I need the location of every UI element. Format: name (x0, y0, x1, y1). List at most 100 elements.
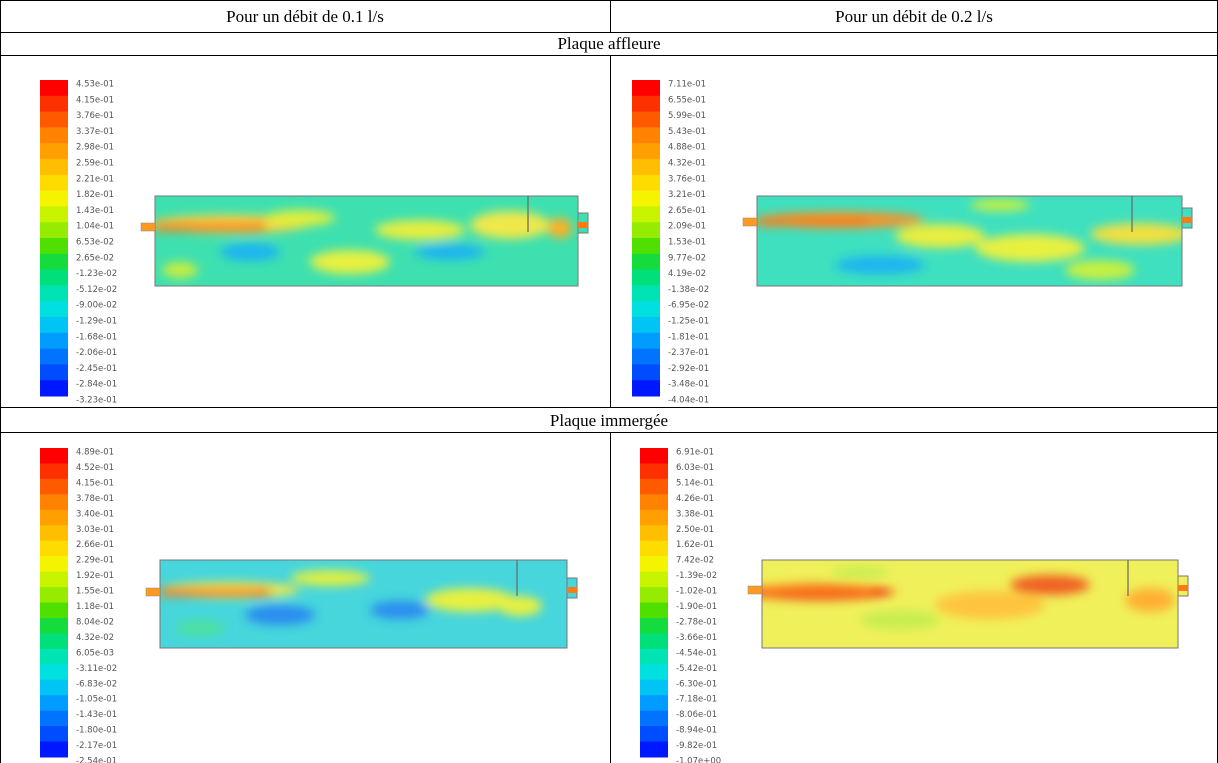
colorbar-band (40, 206, 68, 223)
colorbar-label: 8.04e-02 (76, 617, 114, 627)
colorbar-band (40, 448, 68, 464)
colorbar-label: 4.88e-01 (668, 143, 706, 153)
contour-panel: 4.53e-01 4.15e-01 3.76e-01 3.37e-01 2.98e-01… (40, 80, 589, 406)
colorbar-band (40, 494, 68, 511)
colorbar-band (40, 602, 68, 619)
colorbar-band (640, 664, 668, 681)
section-title: Plaque immergée (550, 411, 668, 430)
colorbar-label: 7.11e-01 (668, 80, 706, 90)
outlet-jet (567, 587, 577, 593)
colorbar-band (40, 571, 68, 588)
contour-panel: 6.91e-01 6.03e-01 5.14e-01 4.26e-01 3.38e-01… (640, 448, 1189, 763)
colorbar-band (632, 238, 660, 255)
colorbar-label: -3.66e-01 (676, 633, 717, 643)
colorbar-label: 6.53e-02 (76, 238, 114, 248)
colorbar-band (640, 540, 668, 557)
colorbar-band (632, 380, 660, 397)
colorbar-label: 2.65e-02 (76, 253, 114, 263)
colorbar-label: 1.53e-01 (668, 238, 706, 248)
colorbar-band (640, 478, 668, 495)
colorbar-label: -8.94e-01 (676, 726, 717, 736)
colorbar-band (632, 127, 660, 144)
flow-blob (470, 211, 550, 239)
colorbar-band (640, 525, 668, 542)
colorbar-label: 4.26e-01 (676, 494, 714, 504)
flow-blob (830, 566, 890, 578)
flow-blob (1090, 223, 1182, 245)
colorbar-label: -1.29e-01 (76, 317, 117, 327)
colorbar-label: -5.42e-01 (676, 664, 717, 674)
colorbar-label: -1.38e-02 (668, 285, 709, 295)
colorbar-band (40, 317, 68, 334)
flow-blob (162, 262, 198, 278)
colorbar-band (40, 380, 68, 397)
colorbar-label: -1.68e-01 (76, 332, 117, 342)
section-title: Plaque affleure (557, 34, 660, 53)
colorbar-label: 3.78e-01 (76, 494, 114, 504)
contour-field (155, 196, 578, 286)
colorbar-label: -1.39e-02 (676, 571, 717, 581)
colorbar-label: -4.04e-01 (668, 396, 709, 406)
flow-blob (835, 256, 925, 274)
colorbar-label: -2.45e-01 (76, 364, 117, 374)
colorbar-band (40, 143, 68, 160)
colorbar-label: -2.78e-01 (676, 617, 717, 627)
colorbar-band (40, 587, 68, 603)
inlet (140, 222, 156, 232)
colorbar-label: 4.89e-01 (76, 448, 114, 458)
colorbar-band (640, 509, 668, 526)
colorbar-label: -6.30e-01 (676, 679, 717, 689)
colorbar-band (40, 695, 68, 712)
flow-blob (220, 243, 280, 261)
flow-blob (895, 224, 985, 248)
flow-blob (425, 588, 515, 612)
colorbar-label: -2.92e-01 (668, 364, 709, 374)
field-outline (154, 195, 579, 287)
flow-blob (1065, 260, 1135, 280)
colorbar-label: 7.42e-02 (676, 556, 714, 566)
colorbar-band (632, 111, 660, 128)
colorbar-band (40, 540, 68, 557)
colorbar-label: 4.52e-01 (76, 463, 114, 473)
colorbar-band (632, 301, 660, 318)
panels: 4.53e-01 4.15e-01 3.76e-01 3.37e-01 2.98e-01… (40, 80, 1193, 763)
colorbar-label: -1.05e-01 (76, 695, 117, 705)
colorbar-label: 2.50e-01 (676, 525, 714, 535)
colorbar-band (40, 80, 68, 97)
colorbar-band (40, 285, 68, 302)
colorbar-label: 3.40e-01 (76, 509, 114, 519)
colorbar-label: 1.04e-01 (76, 222, 114, 232)
colorbar-label: 4.53e-01 (76, 80, 114, 90)
colorbar-label: -1.90e-01 (676, 602, 717, 612)
colorbar-label: 5.14e-01 (676, 478, 714, 488)
flow-blob (1125, 588, 1175, 612)
flow-blob (370, 601, 430, 619)
field-outline (756, 195, 1183, 287)
column-header: Pour un débit de 0.1 l/s (226, 7, 384, 26)
colorbar-label: -2.06e-01 (76, 348, 117, 358)
colorbar-band (40, 222, 68, 239)
flow-blob (860, 610, 940, 630)
colorbar-label: 2.65e-01 (668, 206, 706, 216)
colorbar-band (640, 648, 668, 665)
colorbar-band (632, 253, 660, 271)
colorbar-band (40, 269, 68, 286)
colorbar-label: 9.77e-02 (668, 253, 706, 263)
colorbar-label: 1.55e-01 (76, 587, 114, 597)
colorbar-label: -1.43e-01 (76, 710, 117, 720)
flow-blob (498, 596, 542, 616)
colorbar-band (40, 332, 68, 350)
colorbar-label: -3.48e-01 (668, 380, 709, 390)
inlet-jet (762, 586, 872, 594)
colorbar-label: -4.54e-01 (676, 648, 717, 658)
colorbar-band (640, 695, 668, 712)
inlet-jet (160, 588, 270, 596)
colorbar-label: -1.80e-01 (76, 726, 117, 736)
field-blobs (155, 210, 572, 278)
field-blobs (757, 199, 1182, 280)
colorbar-band (40, 301, 68, 318)
colorbar-band (632, 95, 660, 113)
colorbar-band (40, 679, 68, 696)
flow-blob (415, 244, 485, 260)
